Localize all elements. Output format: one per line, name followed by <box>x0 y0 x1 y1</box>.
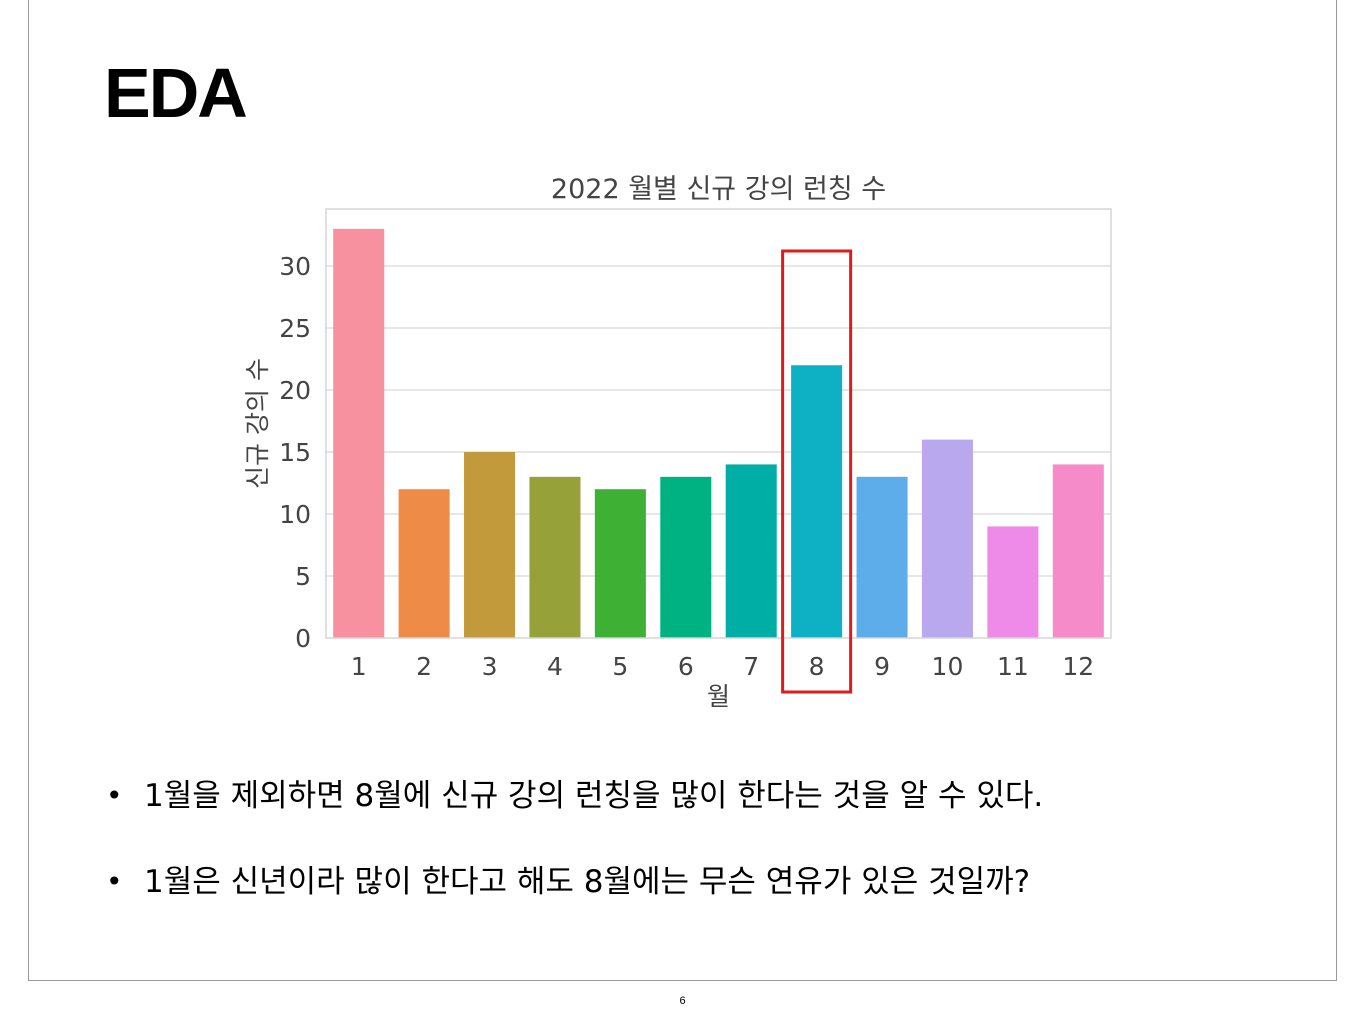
bar-12 <box>1052 464 1104 638</box>
slide-title: EDA <box>104 54 248 132</box>
bar-4 <box>529 476 581 638</box>
y-tick-label: 20 <box>279 376 311 405</box>
x-tick-label: 4 <box>547 652 563 681</box>
x-tick-label: 12 <box>1062 652 1094 681</box>
y-tick-label: 25 <box>279 314 311 343</box>
bar-3 <box>464 452 516 638</box>
x-tick-label: 3 <box>482 652 498 681</box>
bar-1 <box>333 228 385 639</box>
y-tick-label: 30 <box>279 252 311 281</box>
y-tick-label: 0 <box>295 624 311 653</box>
plot-area <box>326 209 1111 638</box>
y-axis-label: 신규 강의 수 <box>243 358 272 489</box>
bar-2 <box>398 489 450 638</box>
x-tick-label: 11 <box>997 652 1029 681</box>
bar-8 <box>791 365 843 638</box>
y-tick-label: 5 <box>295 562 311 591</box>
page-number: 6 <box>679 995 686 1007</box>
x-tick-label: 8 <box>809 652 825 681</box>
chart-title: 2022 월별 신규 강의 런칭 수 <box>551 174 886 205</box>
x-tick-label: 6 <box>678 652 694 681</box>
bar-11 <box>987 526 1039 638</box>
x-axis-label: 월 <box>707 682 730 711</box>
bar-10 <box>921 439 973 638</box>
y-tick-label: 10 <box>279 500 311 529</box>
x-tick-label: 9 <box>874 652 890 681</box>
x-tick-label: 5 <box>612 652 628 681</box>
bar-6 <box>660 476 712 638</box>
bullet-item: 1월은 신년이라 많이 한다고 해도 8월에는 무슨 연유가 있은 것일까? <box>106 856 1043 942</box>
plot-frame <box>325 208 1112 639</box>
y-tick-label: 15 <box>279 438 311 467</box>
bar-9 <box>856 476 908 638</box>
x-tick-label: 2 <box>416 652 432 681</box>
x-tick-label: 1 <box>351 652 367 681</box>
highlight-box <box>781 249 853 694</box>
x-tick-label: 10 <box>932 652 964 681</box>
bullet-list: 1월을 제외하면 8월에 신규 강의 런칭을 많이 한다는 것을 알 수 있다.… <box>106 770 1043 942</box>
bullet-item: 1월을 제외하면 8월에 신규 강의 런칭을 많이 한다는 것을 알 수 있다. <box>106 770 1043 856</box>
x-tick-label: 7 <box>743 652 759 681</box>
bar-5 <box>594 489 646 638</box>
bar-7 <box>725 464 777 638</box>
